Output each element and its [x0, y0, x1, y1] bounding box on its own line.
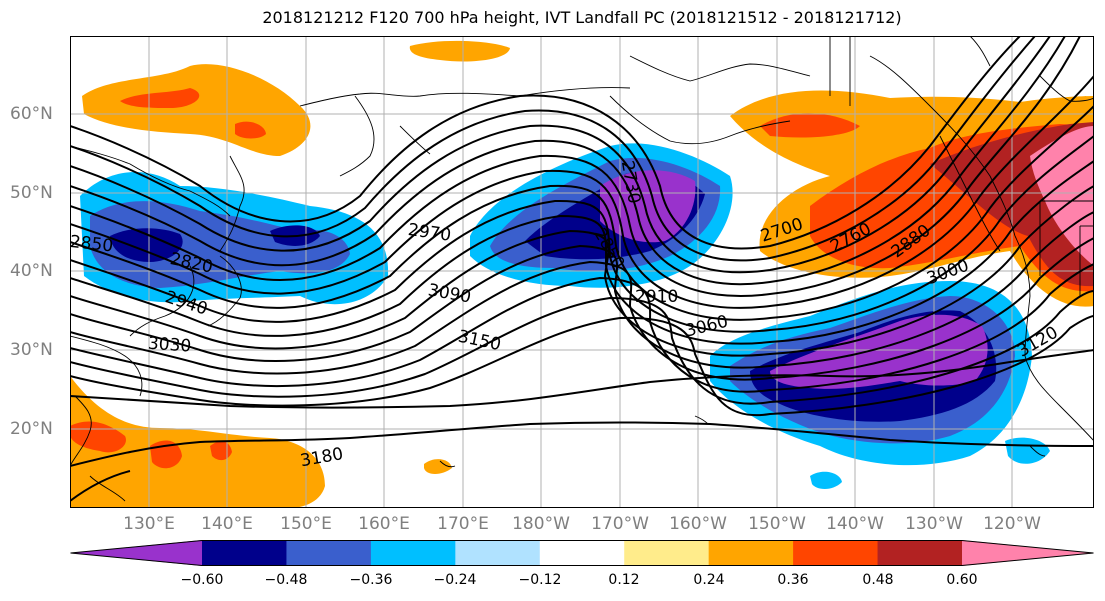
colorbar-segment — [202, 540, 287, 566]
coastlines — [70, 36, 1094, 502]
colorbar-extend-min — [70, 540, 202, 566]
map-border — [70, 36, 1094, 508]
latitude-label: 30°N — [10, 340, 53, 360]
contour-label: 2910 — [635, 287, 678, 307]
contour-label: 3030 — [147, 334, 192, 357]
longitude-label: 140°E — [201, 514, 253, 534]
colorbar-tick-label: −0.24 — [433, 572, 477, 588]
longitude-label: 170°E — [437, 514, 489, 534]
graticule — [70, 36, 1094, 508]
map-title: 2018121212 F120 700 hPa height, IVT Land… — [262, 8, 902, 27]
longitude-label: 130°W — [905, 514, 963, 534]
colorbar-segment — [539, 540, 625, 566]
colorbar-segment — [455, 540, 541, 566]
colorbar-segment — [708, 540, 794, 566]
colorbar-tick-label: 0.24 — [693, 572, 725, 588]
latitude-label: 20°N — [10, 419, 53, 439]
colorbar-outline — [70, 540, 1094, 566]
longitude-label: 180°W — [512, 514, 570, 534]
contour-label: 2850 — [70, 232, 114, 256]
colorbar-segment — [877, 540, 963, 566]
latitude-label: 50°N — [10, 183, 53, 203]
colorbar-segment — [793, 540, 879, 566]
colorbar-tick-label: 0.36 — [777, 572, 809, 588]
colorbar-tick-label: 0.12 — [608, 572, 640, 588]
colorbar-extend-max — [962, 540, 1094, 566]
latitude-label: 40°N — [10, 261, 53, 281]
longitude-label: 140°W — [826, 514, 884, 534]
colorbar-tick-label: 0.60 — [946, 572, 978, 588]
colorbar — [70, 540, 1094, 566]
colorbar-tick-label: −0.48 — [264, 572, 308, 588]
longitude-label: 120°W — [983, 514, 1041, 534]
colorbar-segment — [624, 540, 710, 566]
longitude-label: 160°E — [358, 514, 410, 534]
colorbar-tick-label: −0.12 — [518, 572, 562, 588]
height-contours — [70, 36, 1094, 502]
longitude-label: 150°E — [280, 514, 332, 534]
colorbar-segment — [286, 540, 372, 566]
longitude-label: 130°E — [123, 514, 175, 534]
map-panel: 2970 2820 2940 3030 3090 3150 3180 2730 … — [70, 36, 1094, 508]
longitude-label: 150°W — [748, 514, 806, 534]
colorbar-segment — [370, 540, 456, 566]
longitude-label: 160°W — [669, 514, 727, 534]
longitude-label: 170°W — [591, 514, 649, 534]
colorbar-tick-label: 0.48 — [862, 572, 894, 588]
latitude-label: 60°N — [10, 104, 53, 124]
colorbar-tick-label: −0.60 — [180, 572, 224, 588]
colorbar-tick-label: −0.36 — [349, 572, 393, 588]
